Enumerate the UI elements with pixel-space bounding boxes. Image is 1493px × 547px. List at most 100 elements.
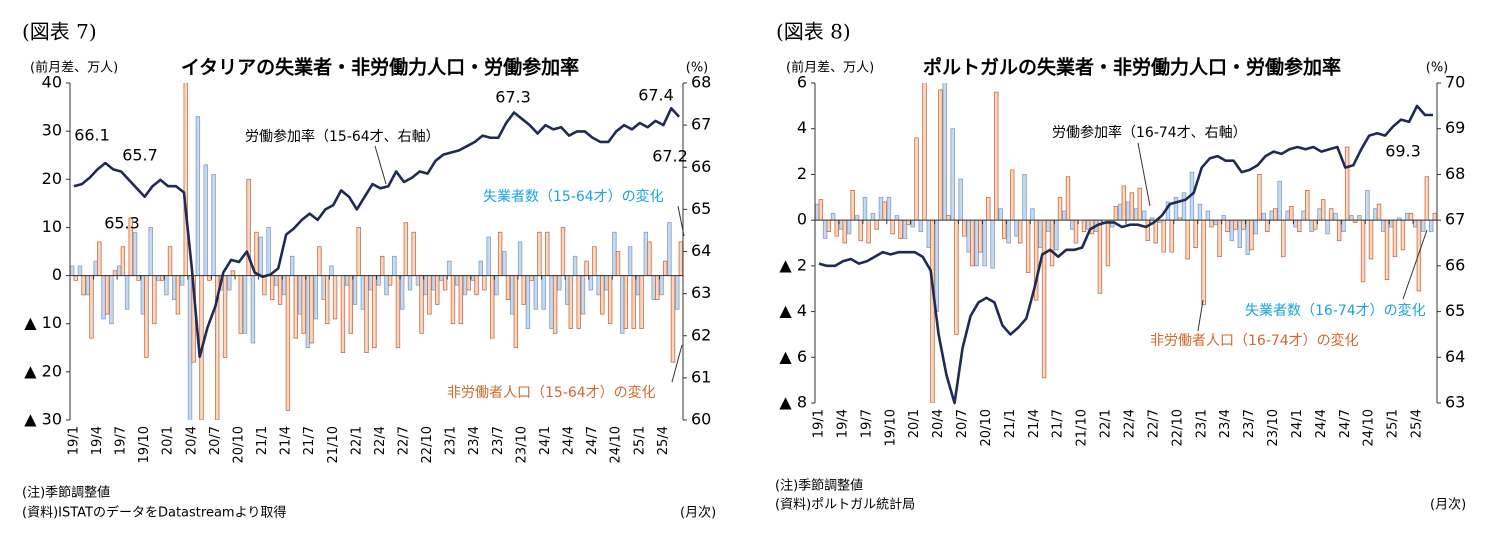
bar bbox=[442, 275, 448, 291]
bar bbox=[1392, 219, 1398, 258]
bar bbox=[242, 275, 248, 334]
bar bbox=[384, 275, 389, 296]
bar bbox=[1209, 219, 1214, 228]
bar bbox=[403, 222, 409, 276]
x-tick-label: 21/4 bbox=[1027, 409, 1042, 438]
x-tick-label: 21/1 bbox=[255, 426, 270, 455]
x-tick-label: 21/10 bbox=[326, 426, 341, 463]
bar bbox=[670, 275, 676, 363]
x-tick-label: 23/4 bbox=[1218, 409, 1233, 438]
bar bbox=[1009, 169, 1015, 221]
bar bbox=[607, 275, 613, 325]
x-tick-label: 23/4 bbox=[467, 426, 482, 455]
bar bbox=[1261, 212, 1266, 221]
x-tick-label: 19/4 bbox=[835, 409, 850, 438]
x-tick-label: 24/1 bbox=[1290, 409, 1305, 438]
bar bbox=[497, 231, 503, 276]
bar bbox=[958, 178, 963, 221]
bar bbox=[1305, 190, 1310, 221]
bar bbox=[360, 275, 366, 310]
bar bbox=[352, 275, 358, 305]
bar bbox=[1057, 196, 1063, 221]
bar bbox=[136, 275, 141, 281]
x-tick-label: 23/10 bbox=[1266, 409, 1281, 446]
bar bbox=[990, 219, 995, 269]
x-tick-label: 25/4 bbox=[1410, 409, 1425, 438]
bar bbox=[1297, 219, 1302, 232]
bar bbox=[862, 196, 868, 221]
bar bbox=[1285, 210, 1290, 221]
y2-tick-label: 63 bbox=[1445, 393, 1465, 412]
bar bbox=[545, 231, 550, 276]
bar bbox=[289, 255, 295, 276]
bar bbox=[533, 275, 539, 310]
bar bbox=[552, 275, 558, 334]
bar bbox=[910, 219, 916, 228]
note: (資料)ISTATのデータをDatastreamより取得 bbox=[22, 505, 286, 521]
y2-tick-label: 62 bbox=[691, 325, 711, 344]
bar bbox=[455, 275, 460, 286]
bar bbox=[348, 275, 354, 334]
bar bbox=[1301, 210, 1306, 221]
y-tick-label: ▲ 2 bbox=[779, 255, 807, 274]
bar bbox=[89, 275, 94, 339]
annotation: 67.3 bbox=[495, 88, 531, 107]
x-tick-label: 20/10 bbox=[231, 426, 246, 463]
bar bbox=[124, 275, 130, 310]
y2-tick-label: 69 bbox=[1445, 118, 1465, 137]
bar bbox=[132, 231, 138, 276]
leader-line bbox=[1137, 142, 1151, 207]
bar bbox=[439, 275, 444, 281]
bar bbox=[1049, 219, 1055, 267]
figure-label: (図表 8) bbox=[776, 20, 851, 44]
bar bbox=[368, 275, 373, 291]
bar bbox=[97, 241, 102, 276]
bar bbox=[918, 219, 924, 232]
bar bbox=[1086, 219, 1091, 230]
x-tick-label: 21/1 bbox=[1003, 409, 1018, 438]
bar bbox=[1432, 212, 1437, 221]
bar bbox=[164, 275, 169, 296]
bar bbox=[974, 219, 979, 267]
bar bbox=[494, 275, 499, 296]
bar bbox=[282, 275, 287, 296]
y2-tick-label: 64 bbox=[691, 241, 711, 260]
bar bbox=[407, 275, 413, 291]
bar bbox=[922, 83, 927, 221]
bar bbox=[529, 275, 534, 281]
bar bbox=[994, 91, 999, 221]
bar bbox=[211, 174, 216, 276]
bar bbox=[1336, 219, 1342, 242]
bar bbox=[258, 236, 263, 276]
bar bbox=[890, 219, 895, 235]
bar bbox=[830, 212, 836, 221]
bar bbox=[1253, 219, 1258, 235]
x-tick-label: 22/7 bbox=[397, 426, 412, 455]
x-tick-label: 19/1 bbox=[66, 426, 81, 455]
bar bbox=[250, 275, 256, 344]
x-tick-label: 24/4 bbox=[562, 426, 577, 455]
bar bbox=[1249, 219, 1254, 251]
y2-tick-label: 60 bbox=[691, 410, 711, 429]
y2-tick-label: 63 bbox=[691, 283, 711, 302]
bar bbox=[1241, 219, 1246, 230]
bar bbox=[1312, 219, 1318, 230]
x-tick-label: 24/4 bbox=[1314, 409, 1329, 438]
y2-tick-label: 67 bbox=[1445, 210, 1465, 229]
bar bbox=[1017, 219, 1023, 244]
bar bbox=[325, 275, 330, 325]
bar bbox=[1097, 219, 1103, 294]
bar bbox=[1201, 219, 1206, 306]
y-tick-label: 0 bbox=[797, 210, 807, 229]
y-tick-label: 40 bbox=[42, 73, 62, 92]
bar bbox=[313, 275, 318, 320]
bar bbox=[850, 190, 855, 221]
bar bbox=[148, 227, 153, 276]
x-tick-label: 24/10 bbox=[1362, 409, 1377, 446]
x-tick-label: 20/7 bbox=[208, 426, 223, 455]
bar bbox=[1169, 219, 1174, 253]
bar bbox=[659, 275, 664, 296]
x-tick-label: 22/10 bbox=[1170, 409, 1185, 446]
chart-title: ポルトガルの失業者・非労働力人口・労働参加率 bbox=[923, 56, 1341, 79]
bar bbox=[179, 275, 185, 286]
